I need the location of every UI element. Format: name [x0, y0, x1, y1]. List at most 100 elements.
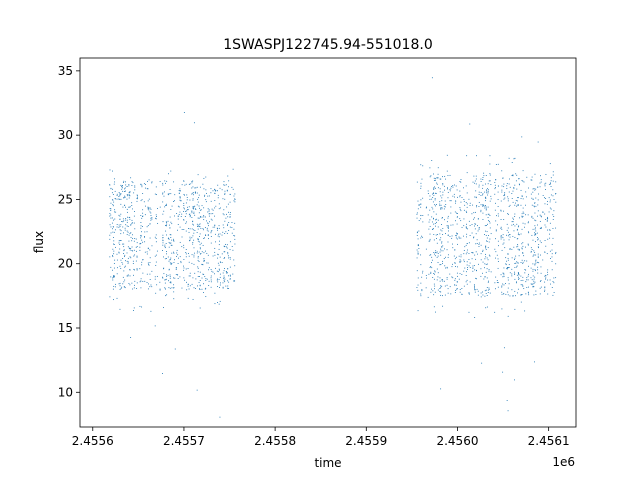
data-point [478, 194, 480, 195]
data-point [181, 213, 183, 215]
data-point [205, 296, 207, 298]
data-point [482, 251, 484, 253]
data-point [444, 175, 446, 177]
data-point [119, 218, 121, 220]
x-tick-label: 2.4559 [345, 434, 387, 448]
data-point [508, 157, 510, 159]
data-point [118, 242, 120, 244]
data-point [124, 187, 126, 189]
data-point [474, 269, 476, 271]
data-point [496, 282, 498, 283]
data-point [422, 221, 424, 223]
data-point [197, 271, 199, 273]
data-point [199, 186, 201, 188]
data-point [205, 176, 207, 178]
data-point [442, 245, 444, 247]
data-point [522, 222, 524, 224]
data-point [443, 258, 445, 260]
data-point [544, 240, 546, 241]
data-point [508, 264, 510, 266]
data-point [439, 288, 441, 289]
data-point [484, 205, 486, 207]
data-point [507, 253, 509, 255]
data-point [503, 219, 505, 221]
data-point [128, 195, 130, 197]
data-point [515, 262, 517, 264]
data-point [516, 261, 518, 263]
data-point [473, 236, 475, 238]
data-point [534, 264, 536, 266]
data-point [113, 240, 115, 242]
data-point [124, 229, 126, 231]
data-point [417, 244, 419, 246]
data-point [533, 286, 535, 288]
data-point [226, 232, 228, 234]
data-point [475, 197, 477, 199]
data-point [503, 284, 505, 286]
data-point [508, 191, 510, 193]
data-point [232, 188, 234, 190]
data-point [435, 187, 436, 189]
data-point [507, 277, 509, 279]
data-point [533, 250, 535, 252]
data-point [485, 234, 487, 236]
data-point [452, 195, 454, 197]
data-point [183, 265, 184, 267]
data-point [119, 194, 121, 195]
data-point [508, 234, 510, 236]
data-point [507, 287, 509, 289]
data-point [417, 253, 419, 255]
data-point [226, 272, 228, 274]
data-point [422, 272, 423, 274]
data-point [505, 263, 507, 265]
data-point [146, 231, 148, 233]
data-point [229, 266, 231, 268]
data-point [122, 258, 124, 259]
data-point [168, 268, 170, 270]
data-point [548, 211, 550, 213]
data-point [150, 284, 152, 286]
data-point [428, 221, 430, 223]
data-point [210, 281, 212, 283]
data-point [545, 198, 547, 199]
data-point [199, 207, 200, 209]
data-point [544, 290, 545, 292]
data-point [545, 274, 547, 276]
data-point [480, 204, 482, 206]
data-point [442, 295, 443, 297]
data-point [193, 213, 195, 214]
data-point [133, 249, 135, 251]
data-point [487, 281, 489, 283]
data-point [516, 188, 518, 190]
data-point [129, 192, 131, 194]
data-point [136, 268, 138, 270]
data-point [490, 184, 492, 185]
data-point [134, 186, 136, 188]
data-point [183, 269, 185, 271]
data-point [183, 202, 185, 204]
data-point [468, 292, 470, 294]
data-point [466, 249, 468, 251]
data-point [480, 181, 482, 182]
data-point [223, 251, 225, 253]
data-point [508, 183, 510, 185]
data-point [177, 224, 179, 225]
data-point [422, 165, 424, 167]
data-point [122, 263, 124, 265]
data-point [112, 256, 114, 258]
data-point [148, 198, 150, 200]
data-point [422, 215, 424, 216]
data-point [473, 265, 475, 267]
data-point [421, 276, 423, 278]
data-point [169, 281, 171, 283]
data-point [198, 205, 200, 207]
data-point [475, 258, 477, 260]
data-point [204, 288, 206, 290]
data-point [530, 267, 532, 269]
data-point [460, 179, 462, 180]
data-point [527, 275, 529, 277]
data-point [478, 244, 480, 245]
data-point [537, 239, 539, 241]
data-point [518, 248, 520, 250]
data-point [437, 255, 439, 257]
